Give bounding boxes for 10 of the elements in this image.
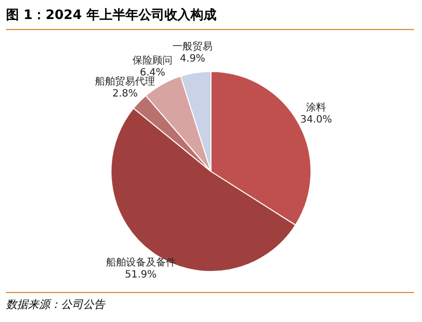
slice-label: 一般贸易 bbox=[172, 40, 213, 53]
slice-label: 船舶贸易代理 bbox=[95, 75, 156, 88]
data-label: 51.9% bbox=[124, 269, 157, 280]
data-label: 4.9% bbox=[180, 54, 206, 65]
source-note: 数据来源：公司公告 bbox=[6, 292, 414, 312]
slice-label: 保险顾问 bbox=[132, 54, 173, 66]
chart-title: 图 1：2024 年上半年公司收入构成 bbox=[6, 6, 414, 30]
data-label: 34.0% bbox=[300, 114, 332, 126]
data-label: 2.8% bbox=[112, 88, 138, 100]
slice-label: 涂料 bbox=[306, 101, 326, 114]
